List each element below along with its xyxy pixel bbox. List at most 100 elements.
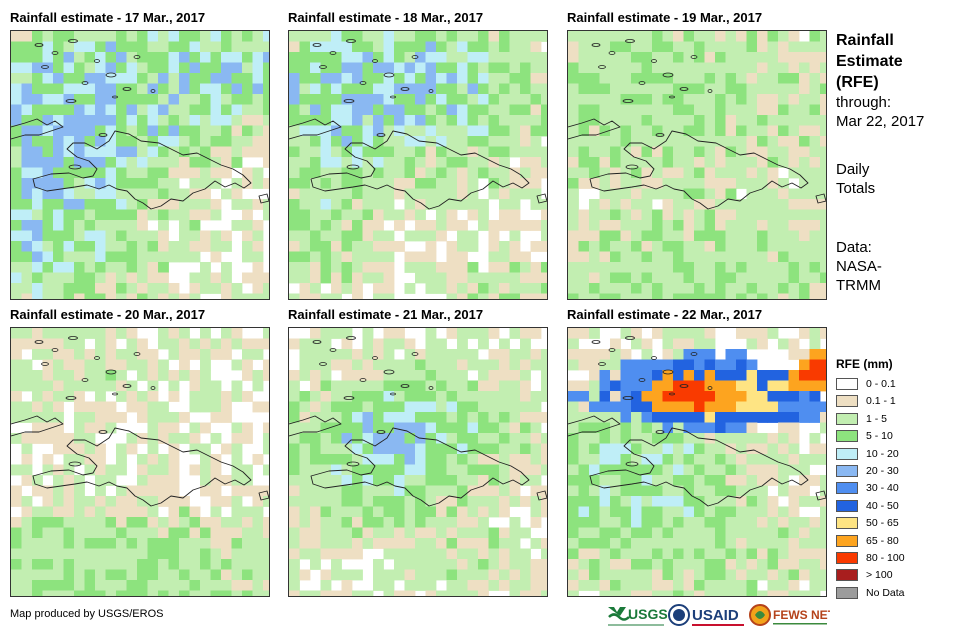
rainfall-cell (373, 433, 384, 444)
rainfall-cell (263, 73, 269, 84)
rainfall-cell (578, 41, 590, 53)
rainfall-cell (373, 157, 384, 168)
rainfall-cell (767, 167, 779, 179)
rainfall-cell (373, 517, 384, 528)
rainfall-cell (799, 328, 810, 339)
rainfall-cell (179, 52, 190, 63)
rainfall-cells (289, 31, 547, 299)
rainfall-cell (32, 506, 43, 518)
rainfall-cell (95, 370, 106, 381)
rainfall-cell (767, 464, 779, 476)
legend-swatch (836, 447, 858, 460)
rainfall-cell (478, 136, 489, 147)
rainfall-cell (578, 125, 590, 137)
rainfall-cell (631, 422, 642, 434)
rainfall-cell (683, 125, 695, 137)
rainfall-cell (457, 146, 468, 158)
rainfall-cell (105, 157, 117, 168)
rainfall-cell (446, 167, 458, 179)
rainfall-cell (509, 94, 521, 105)
rainfall-cell (568, 272, 579, 284)
rainfall-cell (568, 73, 579, 84)
rainfall-cell (74, 230, 85, 242)
rainfall-cell (189, 391, 201, 402)
legend-label: 50 - 65 (866, 517, 899, 530)
rainfall-cell (520, 178, 531, 189)
rainfall-cell (520, 146, 531, 158)
rainfall-cell (673, 359, 684, 371)
rainfall-cell (147, 241, 159, 252)
rainfall-cell (467, 412, 479, 423)
rainfall-cell (530, 125, 542, 137)
rainfall-cell (704, 559, 716, 570)
rainfall-cell (541, 454, 547, 465)
rainfall-cell (210, 485, 222, 497)
rainfall-cell (320, 538, 332, 549)
rainfall-cell (446, 94, 458, 105)
rainfall-cell (589, 293, 600, 299)
rainfall-cell (137, 146, 148, 158)
rainfall-cell (383, 412, 395, 423)
rainfall-cell (11, 464, 22, 476)
rainfall-cell (310, 443, 321, 455)
rainfall-cell (578, 230, 590, 242)
rainfall-cell (53, 338, 64, 350)
rainfall-cell (53, 559, 64, 570)
rainfall-cell (147, 464, 159, 476)
rainfall-cell (263, 136, 269, 147)
rainfall-cell (568, 188, 579, 200)
rainfall-cell (95, 262, 106, 273)
rainfall-cell (520, 73, 531, 84)
rainfall-cell (767, 104, 779, 116)
rainfall-cell (641, 506, 653, 518)
rainfall-cell (404, 73, 416, 84)
rainfall-cell (95, 412, 106, 423)
rainfall-cell (32, 220, 43, 231)
rainfall-cell (436, 188, 447, 200)
rainfall-cell (394, 328, 405, 339)
rainfall-cell (126, 391, 138, 402)
rainfall-cell (105, 569, 117, 581)
rainfall-cell (715, 209, 726, 221)
rainfall-cell (541, 506, 547, 518)
rainfall-cell (652, 167, 663, 179)
rainfall-cell (21, 272, 33, 284)
rainfall-cell (221, 590, 232, 596)
rainfall-cell (168, 328, 180, 339)
rainfall-cell (116, 125, 127, 137)
rainfall-cell (599, 443, 611, 455)
rainfall-cell (263, 52, 269, 63)
rainfall-cell (289, 548, 300, 560)
rainfall-cell (32, 391, 43, 402)
rainfall-cell (736, 62, 747, 74)
rainfall-cell (620, 52, 632, 63)
rainfall-cell (652, 62, 663, 74)
rainfall-cell (530, 73, 542, 84)
rainfall-cell (74, 220, 85, 231)
rainfall-cell (568, 83, 579, 95)
rainfall-cell (95, 401, 106, 413)
rainfall-cell (757, 569, 768, 581)
rainfall-cell (63, 328, 75, 339)
rainfall-cell (415, 380, 426, 392)
rainfall-cell (478, 433, 489, 444)
rainfall-cell (42, 209, 54, 221)
rainfall-cell (809, 251, 821, 263)
rainfall-cell (32, 412, 43, 423)
rainfall-cell (488, 370, 500, 381)
rainfall-cell (168, 83, 180, 95)
rainfall-cell (641, 251, 653, 263)
usaid-logo: USAID (668, 601, 748, 631)
rainfall-cell (74, 559, 85, 570)
rainfall-cell (478, 422, 489, 434)
rainfall-cell (652, 485, 663, 497)
rainfall-cell (352, 517, 363, 528)
rainfall-cell (11, 31, 22, 42)
rainfall-cell (620, 517, 632, 528)
rainfall-cell (778, 580, 789, 591)
rainfall-cell (509, 496, 521, 507)
rainfall-cell (589, 454, 600, 465)
rainfall-cell (820, 422, 826, 434)
rainfall-cell (179, 94, 190, 105)
rainfall-cell (725, 262, 737, 273)
